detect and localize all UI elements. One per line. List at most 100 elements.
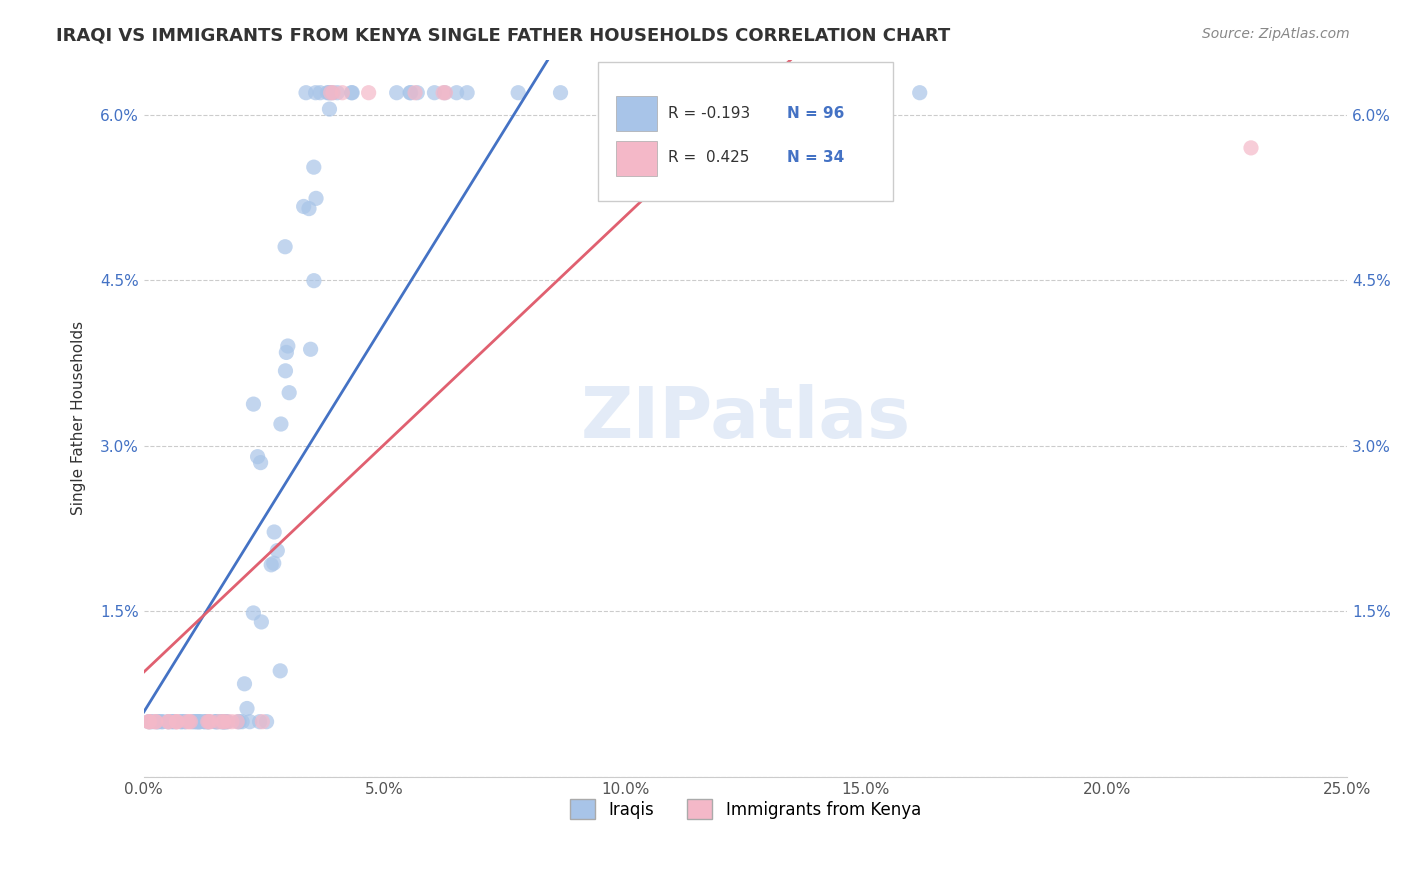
Point bbox=[231, 714, 253, 729]
Point bbox=[326, 86, 349, 100]
Point bbox=[423, 86, 446, 100]
Point bbox=[188, 714, 211, 729]
Point bbox=[263, 524, 285, 539]
Point bbox=[183, 714, 205, 729]
Point bbox=[179, 714, 201, 729]
Point bbox=[266, 543, 288, 558]
Point bbox=[145, 714, 167, 729]
Point bbox=[269, 664, 291, 678]
Point bbox=[215, 714, 238, 729]
Point bbox=[204, 714, 226, 729]
Point bbox=[302, 160, 325, 174]
Point bbox=[298, 202, 321, 216]
Point bbox=[157, 714, 180, 729]
Y-axis label: Single Father Households: Single Father Households bbox=[72, 321, 86, 516]
Point bbox=[217, 714, 239, 729]
Point bbox=[404, 86, 426, 100]
Point bbox=[260, 558, 283, 572]
Point bbox=[165, 714, 187, 729]
Point bbox=[295, 86, 318, 100]
Point bbox=[211, 714, 233, 729]
Point bbox=[152, 714, 174, 729]
Point bbox=[150, 714, 173, 729]
Point bbox=[256, 714, 278, 729]
Point bbox=[340, 86, 363, 100]
Point bbox=[433, 86, 456, 100]
Point bbox=[228, 714, 250, 729]
Point bbox=[607, 86, 630, 100]
Text: R = -0.193: R = -0.193 bbox=[668, 106, 749, 120]
Point bbox=[330, 86, 353, 100]
Point bbox=[205, 714, 228, 729]
Point bbox=[236, 701, 259, 715]
Point bbox=[138, 714, 160, 729]
Point bbox=[318, 86, 340, 100]
Point bbox=[318, 102, 340, 116]
Point bbox=[252, 714, 274, 729]
Point bbox=[212, 714, 235, 729]
Point bbox=[432, 86, 454, 100]
Point bbox=[676, 86, 699, 100]
Point bbox=[249, 456, 271, 470]
Point bbox=[146, 714, 169, 729]
Point bbox=[550, 86, 572, 100]
Point bbox=[242, 397, 264, 411]
Point bbox=[160, 714, 183, 729]
Point bbox=[399, 86, 422, 100]
Point bbox=[745, 86, 768, 100]
Point bbox=[276, 345, 298, 359]
Point bbox=[188, 714, 211, 729]
Point bbox=[250, 615, 273, 629]
Point bbox=[302, 274, 325, 288]
Point bbox=[340, 86, 363, 100]
Point bbox=[299, 343, 322, 357]
Point bbox=[399, 86, 422, 100]
Point bbox=[321, 86, 343, 100]
Point bbox=[186, 714, 208, 729]
Point bbox=[406, 86, 429, 100]
Point bbox=[668, 86, 690, 100]
Point bbox=[357, 86, 380, 100]
Point bbox=[197, 714, 219, 729]
Point bbox=[249, 714, 271, 729]
Point bbox=[263, 556, 285, 570]
Point bbox=[204, 714, 226, 729]
Point bbox=[197, 714, 219, 729]
Point bbox=[188, 714, 211, 729]
Point bbox=[456, 86, 478, 100]
Point bbox=[209, 714, 232, 729]
Point bbox=[319, 86, 342, 100]
Point bbox=[138, 714, 160, 729]
Point bbox=[309, 86, 332, 100]
Point bbox=[145, 714, 167, 729]
Point bbox=[186, 714, 208, 729]
Point bbox=[212, 714, 235, 729]
Point bbox=[217, 714, 239, 729]
Point bbox=[446, 86, 468, 100]
Point bbox=[270, 417, 292, 431]
Point bbox=[165, 714, 187, 729]
Point bbox=[156, 714, 179, 729]
Point bbox=[166, 714, 188, 729]
Point bbox=[278, 385, 301, 400]
Point bbox=[316, 86, 339, 100]
Point bbox=[277, 339, 299, 353]
Point bbox=[170, 714, 193, 729]
Point bbox=[193, 714, 215, 729]
Text: ZIPatlas: ZIPatlas bbox=[581, 384, 911, 453]
Point bbox=[319, 86, 342, 100]
Point bbox=[197, 714, 219, 729]
Point bbox=[200, 714, 222, 729]
Point bbox=[138, 714, 160, 729]
Point bbox=[179, 714, 201, 729]
Point bbox=[211, 714, 233, 729]
Point bbox=[703, 86, 725, 100]
Point bbox=[908, 86, 931, 100]
Point bbox=[434, 86, 457, 100]
Point bbox=[385, 86, 408, 100]
Point bbox=[174, 714, 197, 729]
Point bbox=[138, 714, 160, 729]
Point bbox=[145, 714, 167, 729]
Point bbox=[157, 714, 180, 729]
Point bbox=[197, 714, 219, 729]
